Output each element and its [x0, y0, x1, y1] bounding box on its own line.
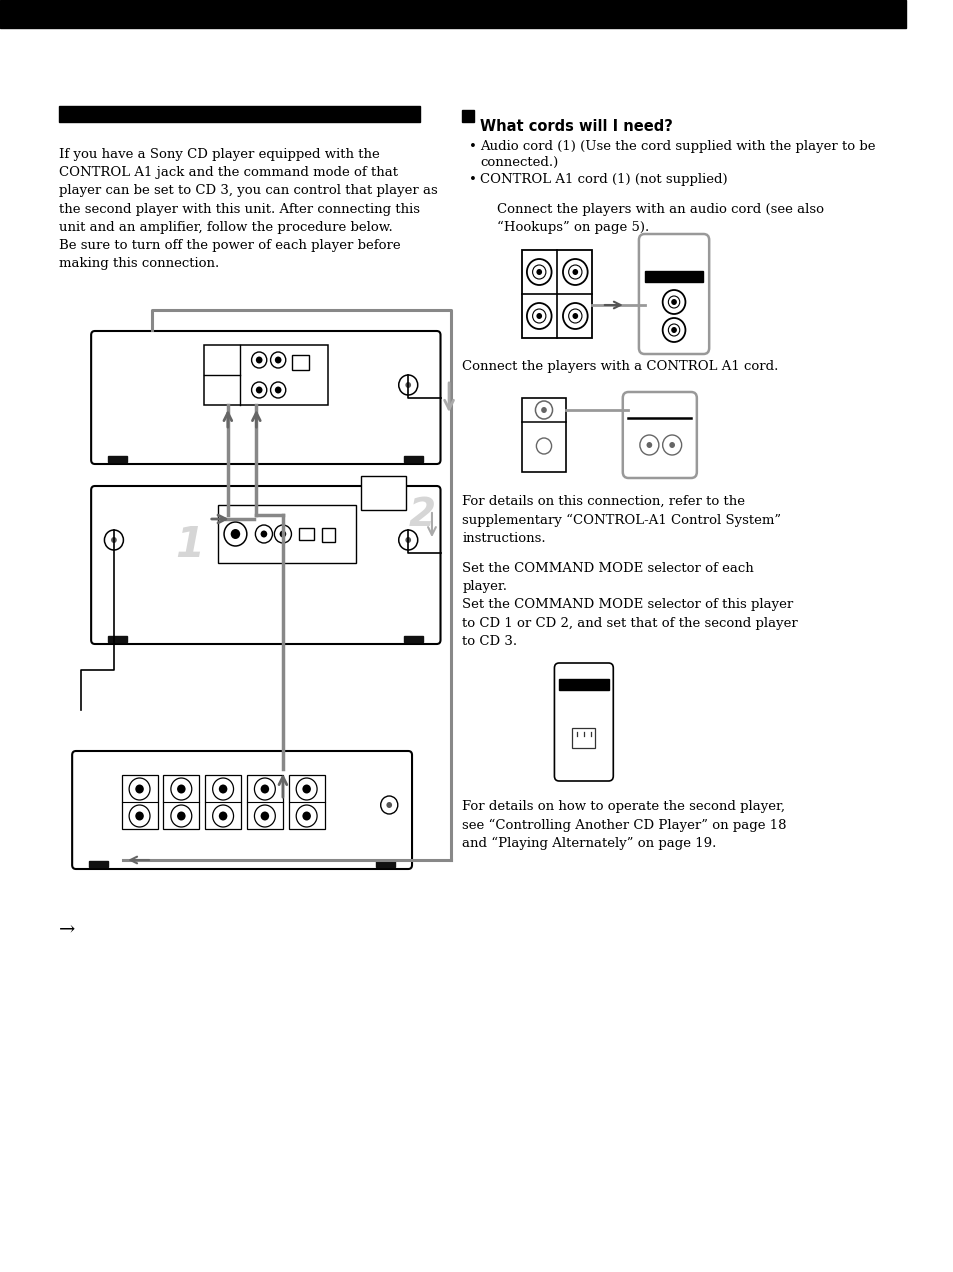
- Circle shape: [177, 812, 186, 820]
- FancyBboxPatch shape: [91, 331, 440, 464]
- Circle shape: [646, 441, 652, 448]
- Circle shape: [255, 356, 262, 364]
- Circle shape: [255, 387, 262, 393]
- Circle shape: [260, 785, 269, 794]
- FancyBboxPatch shape: [91, 486, 440, 644]
- Bar: [521, 251, 592, 338]
- Bar: [163, 775, 199, 829]
- FancyBboxPatch shape: [72, 750, 412, 869]
- Circle shape: [671, 299, 677, 305]
- Text: Set the COMMAND MODE selector of each
player.
Set the COMMAND MODE selector of t: Set the COMMAND MODE selector of each pl…: [462, 562, 798, 647]
- Text: Connect the players with a CONTROL A1 cord.: Connect the players with a CONTROL A1 co…: [462, 360, 778, 373]
- Circle shape: [671, 327, 677, 333]
- Text: For details on how to operate the second player,
see “Controlling Another CD Pla: For details on how to operate the second…: [462, 800, 786, 850]
- Circle shape: [231, 529, 240, 539]
- Circle shape: [274, 387, 281, 393]
- Circle shape: [302, 785, 311, 794]
- Bar: [0, 0, 904, 28]
- Text: 1: 1: [175, 524, 204, 566]
- Text: If you have a Sony CD player equipped with the
CONTROL A1 jack and the command m: If you have a Sony CD player equipped wi…: [59, 148, 437, 270]
- Bar: [108, 455, 127, 462]
- Text: 2: 2: [409, 496, 436, 534]
- Bar: [90, 861, 108, 868]
- Bar: [298, 528, 314, 541]
- Text: Connect the players with an audio cord (see also
“Hookups” on page 5).: Connect the players with an audio cord (…: [497, 204, 823, 234]
- Bar: [205, 775, 241, 829]
- Circle shape: [536, 268, 541, 275]
- FancyBboxPatch shape: [622, 392, 696, 478]
- Circle shape: [279, 530, 286, 538]
- Text: connected.): connected.): [480, 156, 558, 169]
- Bar: [375, 861, 395, 868]
- Bar: [247, 775, 283, 829]
- Bar: [204, 345, 327, 404]
- FancyBboxPatch shape: [554, 663, 613, 781]
- Circle shape: [218, 785, 227, 794]
- Text: •: •: [469, 140, 476, 153]
- Bar: [558, 679, 608, 689]
- Bar: [121, 775, 157, 829]
- Bar: [108, 636, 127, 642]
- Circle shape: [405, 537, 411, 543]
- Circle shape: [386, 803, 392, 808]
- Circle shape: [274, 356, 281, 364]
- Circle shape: [177, 785, 186, 794]
- Text: •: •: [469, 173, 476, 186]
- Bar: [218, 505, 355, 563]
- Bar: [293, 355, 309, 370]
- Circle shape: [572, 268, 578, 275]
- Circle shape: [669, 441, 675, 448]
- Circle shape: [135, 785, 144, 794]
- Circle shape: [260, 812, 269, 820]
- Circle shape: [536, 313, 541, 319]
- Bar: [404, 636, 423, 642]
- Bar: [521, 398, 565, 472]
- Circle shape: [572, 313, 578, 319]
- Text: →: →: [59, 920, 75, 937]
- Circle shape: [218, 812, 227, 820]
- Text: CONTROL A1 cord (1) (not supplied): CONTROL A1 cord (1) (not supplied): [480, 173, 727, 186]
- Text: What cords will I need?: What cords will I need?: [480, 120, 673, 134]
- Bar: [59, 106, 419, 122]
- Bar: [572, 728, 595, 748]
- Bar: [644, 271, 702, 282]
- Circle shape: [302, 812, 311, 820]
- Circle shape: [111, 537, 116, 543]
- Circle shape: [260, 530, 267, 538]
- Circle shape: [540, 407, 546, 413]
- Circle shape: [135, 812, 144, 820]
- Circle shape: [405, 382, 411, 388]
- Text: Audio cord (1) (Use the cord supplied with the player to be: Audio cord (1) (Use the cord supplied wi…: [480, 140, 875, 153]
- Bar: [404, 455, 423, 462]
- Text: For details on this connection, refer to the
supplementary “CONTROL-A1 Control S: For details on this connection, refer to…: [462, 495, 781, 544]
- Bar: [321, 528, 335, 542]
- Bar: [360, 476, 406, 510]
- Bar: [462, 109, 474, 122]
- FancyBboxPatch shape: [639, 234, 708, 354]
- Bar: [289, 775, 324, 829]
